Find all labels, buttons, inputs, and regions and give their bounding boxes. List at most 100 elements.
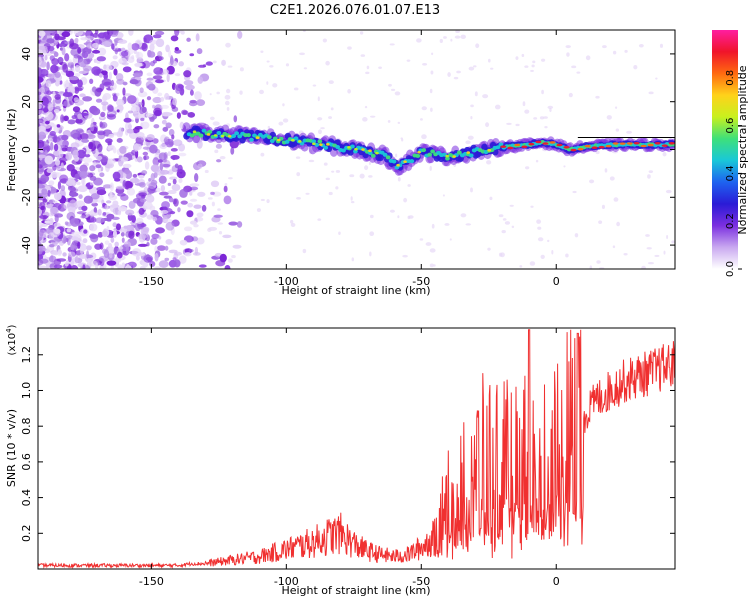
- heatmap-cell: [501, 229, 506, 234]
- heatmap-cell: [236, 221, 243, 228]
- heatmap-cell: [186, 210, 194, 218]
- heatmap-cell: [38, 154, 47, 159]
- heatmap-cell: [219, 155, 226, 160]
- heatmap-cell: [530, 205, 534, 208]
- heatmap-cell: [162, 126, 169, 132]
- heatmap-cell: [78, 70, 88, 74]
- heatmap-cell: [82, 96, 93, 102]
- heatmap-cell: [71, 115, 78, 120]
- heatmap-cell: [403, 197, 408, 203]
- heatmap-cell: [648, 170, 654, 174]
- heatmap-cell: [177, 84, 184, 89]
- heatmap-cell: [49, 217, 54, 225]
- heatmap-cell: [73, 30, 84, 36]
- heatmap-cell: [70, 129, 81, 139]
- heatmap-cell: [662, 152, 667, 157]
- heatmap-cell: [38, 192, 42, 197]
- heatmap-cell: [96, 155, 103, 161]
- snr-y-axis-label: SNR (10 * v/v): [5, 409, 18, 487]
- heatmap-cell: [407, 184, 411, 187]
- heatmap-cell: [215, 143, 222, 149]
- heatmap-cell: [331, 170, 335, 173]
- heatmap-cell: [112, 222, 117, 228]
- heatmap-cell: [221, 59, 226, 66]
- heatmap-cell: [196, 212, 204, 218]
- heatmap-cell: [89, 223, 98, 232]
- heatmap-cell: [86, 211, 97, 216]
- heatmap-cell: [612, 245, 616, 249]
- heatmap-cell: [540, 254, 545, 259]
- heatmap-cell: [122, 163, 132, 169]
- heatmap-cell: [38, 229, 47, 238]
- heatmap-cell: [154, 266, 162, 269]
- heatmap-cell: [97, 208, 102, 216]
- heatmap-cell: [79, 164, 88, 174]
- heatmap-cell: [100, 111, 106, 118]
- heatmap-cell: [128, 30, 134, 36]
- heatmap-cell: [217, 208, 221, 211]
- heatmap-cell: [131, 43, 140, 51]
- heatmap-cell: [134, 63, 142, 68]
- heatmap-cell: [266, 135, 272, 140]
- heatmap-cell: [529, 261, 536, 266]
- heatmap-cell: [89, 165, 96, 172]
- heatmap-cell: [99, 242, 104, 250]
- heatmap-cell: [226, 106, 230, 111]
- heatmap-cell: [146, 134, 155, 141]
- heatmap-cell: [84, 153, 91, 158]
- heatmap-cell: [429, 88, 433, 94]
- heatmap-cell: [231, 255, 236, 259]
- heatmap-cell: [38, 265, 44, 269]
- heatmap-cell: [54, 33, 60, 41]
- heatmap-cell: [397, 176, 401, 182]
- heatmap-cell: [54, 159, 61, 166]
- heatmap-cell: [82, 48, 86, 57]
- heatmap-cell: [64, 53, 70, 62]
- y-tick-label: 0.8: [20, 417, 33, 435]
- heatmap-cell: [123, 169, 131, 175]
- heatmap-cell: [421, 106, 427, 111]
- heatmap-cell: [645, 234, 650, 237]
- heatmap-cell: [126, 187, 136, 196]
- heatmap-cell: [143, 254, 154, 263]
- heatmap-cell: [122, 87, 126, 96]
- heatmap-cell: [141, 121, 150, 129]
- heatmap-cell: [63, 80, 70, 90]
- heatmap-cell: [239, 67, 244, 72]
- y-tick-label: -40: [20, 236, 33, 254]
- heatmap-cell: [180, 30, 185, 35]
- heatmap-cell: [135, 51, 144, 60]
- heatmap-cell: [123, 225, 128, 229]
- heatmap-cell: [62, 92, 73, 98]
- heatmap-cell: [291, 138, 295, 142]
- heatmap-cell: [63, 236, 67, 244]
- heatmap-cell: [385, 155, 391, 160]
- heatmap-cell: [616, 221, 621, 227]
- heatmap-cell: [90, 216, 97, 223]
- heatmap-cell: [609, 176, 615, 181]
- heatmap-cell: [140, 230, 149, 239]
- heatmap-cell: [266, 60, 270, 63]
- heatmap-cell: [70, 244, 75, 251]
- heatmap-cell: [267, 125, 271, 130]
- heatmap-cell: [116, 130, 123, 138]
- heatmap-cell: [452, 155, 457, 158]
- heatmap-cell: [137, 91, 148, 98]
- heatmap-cell: [135, 217, 144, 224]
- heatmap-cell: [626, 130, 633, 134]
- heatmap-cell: [442, 194, 445, 197]
- heatmap-cell: [290, 219, 294, 224]
- heatmap-cell: [604, 168, 608, 173]
- heatmap-cell: [359, 173, 365, 179]
- heatmap-cell: [159, 143, 168, 150]
- heatmap-cell: [48, 137, 53, 143]
- heatmap-cell: [194, 91, 202, 101]
- heatmap-cell: [56, 124, 61, 128]
- heatmap-cell: [131, 248, 142, 257]
- heatmap-cell: [149, 43, 155, 52]
- heatmap-cell: [132, 127, 140, 134]
- heatmap-cell: [145, 113, 154, 118]
- heatmap-cell: [419, 118, 423, 121]
- heatmap-cell: [78, 194, 83, 199]
